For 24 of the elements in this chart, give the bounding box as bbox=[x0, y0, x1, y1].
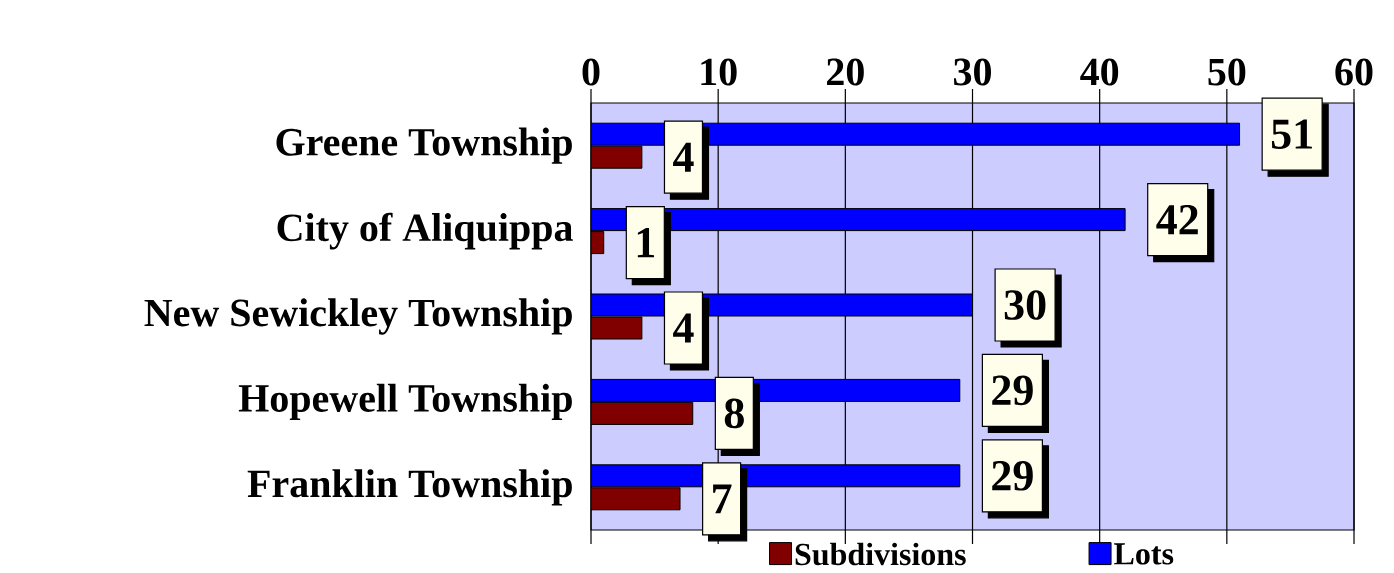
x-tick-label: 60 bbox=[1335, 58, 1373, 86]
y-tick-label: City of Aliquippa bbox=[277, 212, 573, 250]
y-tick-label: New Sewickley Township bbox=[144, 298, 572, 335]
data-label: 4 bbox=[673, 142, 694, 172]
x-tick-label: 0 bbox=[582, 58, 600, 86]
x-tick-label: 50 bbox=[1208, 58, 1246, 86]
data-label: 30 bbox=[1004, 290, 1046, 320]
data-label: 51 bbox=[1271, 119, 1312, 149]
legend-label: Lots bbox=[1114, 543, 1174, 565]
x-tick-label: 10 bbox=[701, 58, 737, 86]
x-tick-label: 40 bbox=[1080, 58, 1119, 86]
data-label: 4 bbox=[673, 313, 694, 343]
y-tick-label: Greene Township bbox=[276, 127, 572, 164]
data-label: 29 bbox=[992, 375, 1033, 406]
data-label: 1 bbox=[637, 228, 655, 258]
data-label: 7 bbox=[713, 484, 732, 514]
data-label: 42 bbox=[1156, 205, 1198, 235]
y-tick-label: Hopewell Township bbox=[238, 383, 572, 421]
data-label: 29 bbox=[992, 461, 1033, 491]
legend-label: Subdivisions bbox=[795, 542, 966, 566]
y-tick-label: Franklin Township bbox=[247, 469, 572, 506]
x-tick-label: 30 bbox=[954, 58, 991, 86]
data-label: 8 bbox=[724, 398, 744, 429]
x-tick-label: 20 bbox=[827, 58, 864, 86]
